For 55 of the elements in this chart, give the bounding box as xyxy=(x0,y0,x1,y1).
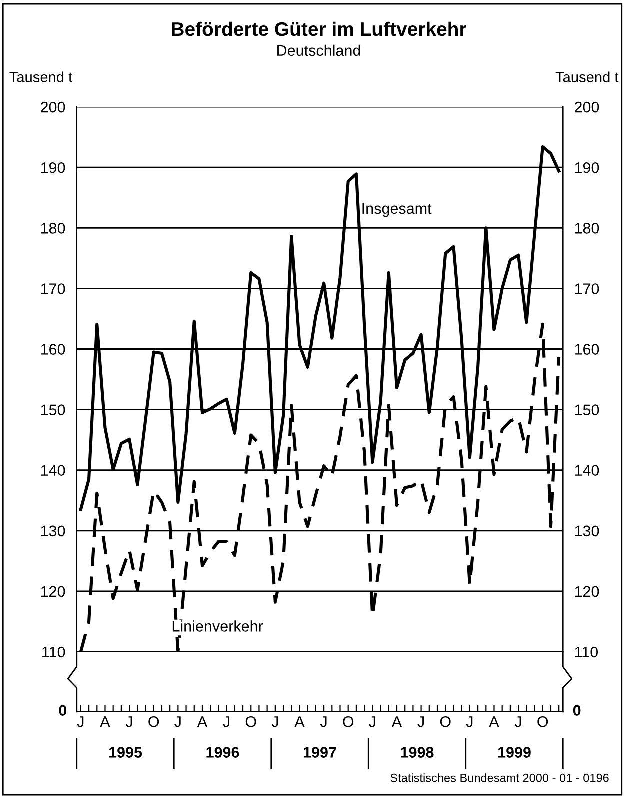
x-tick-label: O xyxy=(343,716,354,728)
y-axis-title: Tausend t xyxy=(10,72,72,82)
x-tick-label: A xyxy=(392,716,402,728)
line-series xyxy=(79,322,561,652)
series-label: Linienverkehr xyxy=(172,620,264,632)
y2-tick-label: 150 xyxy=(575,404,600,416)
text: 0 xyxy=(573,705,581,716)
x-tick-label: A xyxy=(489,716,500,728)
text: 1996 xyxy=(206,747,240,758)
text: Statistisches Bundesamt 2000 - 01 - 0196 xyxy=(390,774,609,782)
x-tick-label: A xyxy=(294,716,305,728)
text: 0 xyxy=(59,705,67,716)
y-tick-label: 130 xyxy=(41,526,66,537)
y-tick-label: 190 xyxy=(41,162,66,174)
x-tick-label: J xyxy=(369,716,376,728)
x-tick-label: O xyxy=(538,716,548,728)
text: 1998 xyxy=(401,747,434,758)
x-tick-label: J xyxy=(223,716,230,728)
x-tick-label: J xyxy=(272,716,278,728)
chart-subtitle: Deutschland xyxy=(278,44,360,56)
y-tick-label: 120 xyxy=(41,586,66,598)
x-tick-label: O xyxy=(440,716,451,728)
y2-axis-title: Tausend t xyxy=(556,72,619,82)
y2-tick-label: 200 xyxy=(575,102,600,113)
y2-tick-label: 180 xyxy=(575,223,600,234)
y2-tick-label: 140 xyxy=(575,465,600,476)
text: 1999 xyxy=(498,747,531,758)
x-tick-label: J xyxy=(320,716,327,728)
y-tick-label: 160 xyxy=(41,344,66,355)
x-tick-label: J xyxy=(418,716,424,728)
series-label: Insgesamt xyxy=(362,203,432,218)
y-tick-label: 150 xyxy=(41,404,66,416)
text: 1997 xyxy=(304,747,336,758)
x-tick-label: J xyxy=(77,716,84,728)
y-tick-label: 110 xyxy=(42,646,66,658)
y-tick-label: 200 xyxy=(41,102,66,113)
y-tick-label: 140 xyxy=(41,465,66,476)
chart-title: Beförderte Güter im Luftverkehr xyxy=(172,22,466,36)
x-tick-label: J xyxy=(514,716,522,728)
y2-tick-label: 170 xyxy=(575,284,600,294)
y-tick-label: 170 xyxy=(41,284,66,294)
y2-tick-label: 130 xyxy=(575,526,600,537)
text: 1995 xyxy=(109,747,142,758)
x-tick-label: A xyxy=(197,716,208,728)
y2-tick-label: 190 xyxy=(575,162,600,174)
x-tick-label: A xyxy=(100,716,110,728)
y2-tick-label: 160 xyxy=(575,344,600,355)
x-tick-label: O xyxy=(148,716,160,728)
x-tick-label: J xyxy=(174,716,181,728)
x-tick-label: J xyxy=(126,716,132,728)
y2-tick-label: 110 xyxy=(575,646,598,658)
x-tick-label: O xyxy=(246,716,256,728)
y-tick-label: 180 xyxy=(41,223,66,234)
y2-tick-label: 120 xyxy=(575,586,600,598)
x-tick-label: J xyxy=(466,716,473,728)
